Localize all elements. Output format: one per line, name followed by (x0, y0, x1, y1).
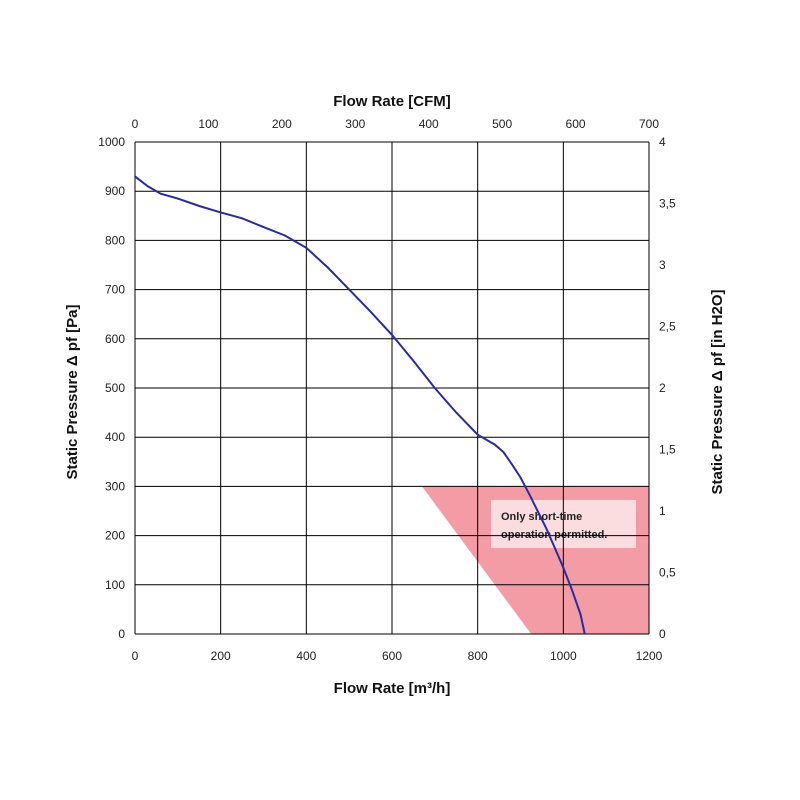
y-right-axis-title: Static Pressure Δ pf [in H2O] (709, 289, 726, 494)
y-left-tick-label: 700 (105, 283, 125, 297)
data-point (241, 217, 243, 220)
x-bottom-tick-label: 0 (132, 649, 139, 663)
data-point (494, 443, 496, 446)
y-left-tick-label: 600 (105, 332, 125, 346)
data-point (198, 205, 201, 207)
y-left-tick-label: 0 (118, 627, 125, 641)
data-point (159, 192, 162, 195)
y-right-tick-label: 1,5 (659, 443, 676, 457)
data-point (476, 433, 479, 436)
data-point (348, 288, 350, 291)
y-right-tick-label: 3,5 (659, 197, 676, 211)
data-point (519, 476, 522, 479)
x-top-tick-label: 500 (492, 117, 512, 131)
y-left-tick-label: 800 (105, 233, 125, 247)
data-point (284, 234, 286, 237)
y-left-tick-label: 100 (105, 578, 125, 592)
data-point (571, 588, 573, 591)
x-bottom-tick-label: 800 (468, 649, 488, 663)
x-top-tick-label: 0 (132, 117, 139, 131)
data-point (326, 266, 329, 269)
data-point (147, 185, 149, 188)
grid (134, 141, 650, 635)
y-right-tick-label: 3 (659, 258, 666, 272)
data-point (511, 463, 513, 466)
data-point (177, 197, 179, 200)
x-bottom-tick-label: 400 (296, 649, 316, 663)
y-left-tick-label: 400 (105, 430, 125, 444)
annotation-line-2: operation permitted. (501, 529, 607, 541)
data-point (262, 226, 265, 228)
data-point (455, 411, 458, 414)
data-point (305, 246, 308, 249)
x-top-tick-label: 200 (272, 117, 292, 131)
y-left-tick-label: 200 (105, 529, 125, 543)
x-top-tick-label: 600 (566, 117, 586, 131)
data-point (579, 613, 582, 616)
y-right-tick-label: 1 (659, 504, 666, 518)
y-right-tick-label: 0,5 (659, 566, 676, 580)
y-right-tick-label: 2 (659, 381, 666, 395)
x-top-tick-label: 300 (345, 117, 365, 131)
series-layer (134, 175, 586, 635)
data-point (562, 566, 565, 569)
data-point (553, 547, 556, 549)
y-right-tick-label: 0 (659, 627, 666, 641)
data-point (536, 510, 539, 512)
x-bottom-tick-label: 200 (211, 649, 231, 663)
data-point (583, 633, 586, 635)
y-right-tick-label: 4 (659, 135, 666, 149)
y-left-tick-label: 500 (105, 381, 125, 395)
x-bottom-tick-label: 600 (382, 649, 402, 663)
data-point (219, 211, 222, 214)
y-left-axis-title: Static Pressure Δ pf [Pa] (64, 304, 81, 479)
data-point (502, 451, 505, 453)
y-left-tick-label: 300 (105, 479, 125, 493)
x-bottom-tick-label: 1000 (550, 649, 577, 663)
data-point (134, 175, 136, 178)
data-point (412, 360, 415, 362)
x-top-tick-label: 400 (419, 117, 439, 131)
data-point (545, 527, 547, 530)
y-left-tick-label: 900 (105, 184, 125, 198)
x-top-tick-label: 700 (639, 117, 659, 131)
y-left-tick-label: 1000 (98, 135, 125, 149)
x-top-tick-label: 100 (198, 117, 218, 131)
x-bottom-tick-label: 1200 (636, 649, 663, 663)
data-point (391, 334, 393, 336)
x-top-axis-title: Flow Rate [CFM] (333, 93, 451, 110)
series-line (134, 175, 586, 635)
y-right-tick-label: 2,5 (659, 320, 676, 334)
x-bottom-axis-title: Flow Rate [m³/h] (334, 680, 451, 697)
data-point (434, 387, 436, 389)
data-point (369, 310, 372, 313)
data-point (528, 492, 530, 495)
